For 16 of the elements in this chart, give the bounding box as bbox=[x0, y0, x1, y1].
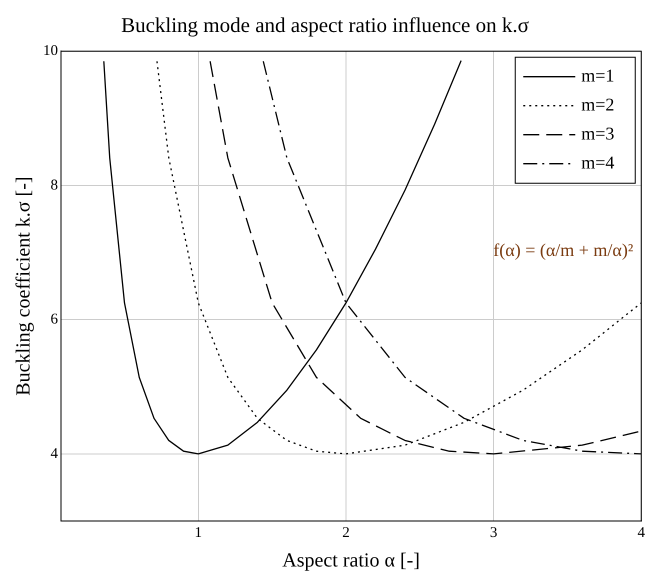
legend-label: m=1 bbox=[581, 65, 614, 86]
y-axis-title: Buckling coefficient k.σ [-] bbox=[12, 176, 34, 396]
chart-title: Buckling mode and aspect ratio influence on k.σ bbox=[121, 13, 529, 38]
legend-label: m=2 bbox=[581, 94, 614, 114]
y-tick-label: 8 bbox=[50, 177, 58, 194]
legend-label: m=3 bbox=[581, 123, 614, 144]
x-tick-label: 4 bbox=[638, 524, 646, 541]
y-tick-label: 10 bbox=[43, 43, 58, 60]
legend-label: m=4 bbox=[581, 152, 614, 172]
annotation: f(α) = (α/m + m/α)² bbox=[493, 240, 634, 260]
x-axis-title: Aspect ratio α [-] bbox=[282, 549, 420, 572]
x-tick-label: 2 bbox=[342, 524, 350, 541]
y-tick-label: 6 bbox=[50, 312, 58, 328]
x-tick-label: 1 bbox=[194, 524, 202, 541]
x-tick-label: 3 bbox=[490, 524, 498, 541]
y-tick-label: 4 bbox=[50, 446, 58, 462]
